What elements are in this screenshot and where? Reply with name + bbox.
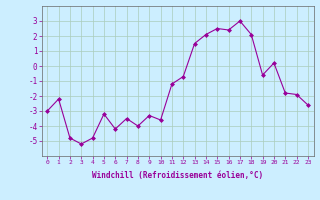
- X-axis label: Windchill (Refroidissement éolien,°C): Windchill (Refroidissement éolien,°C): [92, 171, 263, 180]
